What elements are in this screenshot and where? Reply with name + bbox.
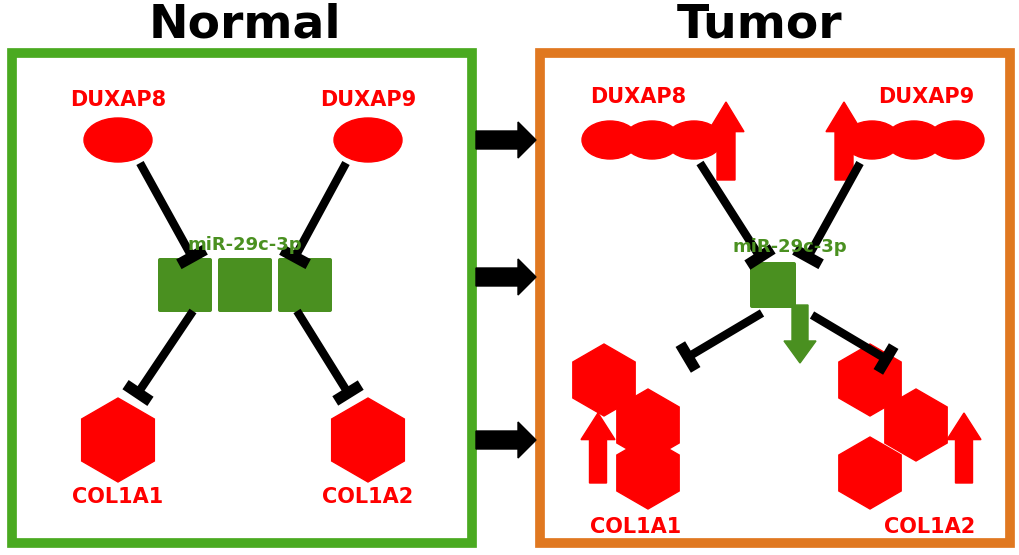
Polygon shape bbox=[616, 437, 679, 509]
Text: COL1A1: COL1A1 bbox=[72, 487, 163, 507]
FancyArrow shape bbox=[476, 122, 535, 158]
Bar bbox=[539, 53, 1009, 543]
Ellipse shape bbox=[886, 121, 942, 159]
Text: DUXAP9: DUXAP9 bbox=[320, 90, 416, 110]
Ellipse shape bbox=[582, 121, 637, 159]
FancyArrow shape bbox=[825, 102, 861, 180]
FancyArrow shape bbox=[581, 413, 614, 483]
Text: DUXAP9: DUXAP9 bbox=[877, 87, 973, 107]
Text: miR-29c-3p: miR-29c-3p bbox=[732, 238, 847, 256]
Polygon shape bbox=[616, 389, 679, 461]
Polygon shape bbox=[331, 398, 404, 482]
FancyArrow shape bbox=[476, 259, 535, 295]
FancyArrow shape bbox=[476, 422, 535, 458]
Ellipse shape bbox=[84, 118, 152, 162]
FancyArrow shape bbox=[946, 413, 980, 483]
Ellipse shape bbox=[843, 121, 899, 159]
FancyBboxPatch shape bbox=[278, 258, 331, 312]
Polygon shape bbox=[573, 344, 635, 416]
Text: COL1A1: COL1A1 bbox=[590, 517, 681, 537]
FancyArrow shape bbox=[784, 305, 815, 363]
FancyBboxPatch shape bbox=[158, 258, 212, 312]
Text: DUXAP8: DUXAP8 bbox=[70, 90, 166, 110]
Ellipse shape bbox=[333, 118, 401, 162]
Text: Tumor: Tumor bbox=[677, 3, 842, 48]
Text: DUXAP8: DUXAP8 bbox=[589, 87, 686, 107]
Ellipse shape bbox=[665, 121, 721, 159]
Text: miR-29c-3p: miR-29c-3p bbox=[187, 236, 302, 254]
Polygon shape bbox=[883, 389, 947, 461]
Text: COL1A2: COL1A2 bbox=[322, 487, 414, 507]
FancyBboxPatch shape bbox=[218, 258, 272, 312]
Polygon shape bbox=[838, 437, 901, 509]
FancyArrow shape bbox=[707, 102, 743, 180]
Ellipse shape bbox=[927, 121, 983, 159]
FancyBboxPatch shape bbox=[749, 262, 795, 308]
Text: COL1A2: COL1A2 bbox=[883, 517, 974, 537]
Ellipse shape bbox=[624, 121, 680, 159]
Polygon shape bbox=[82, 398, 154, 482]
Polygon shape bbox=[838, 344, 901, 416]
Text: Normal: Normal bbox=[149, 3, 341, 48]
Bar bbox=[12, 53, 472, 543]
